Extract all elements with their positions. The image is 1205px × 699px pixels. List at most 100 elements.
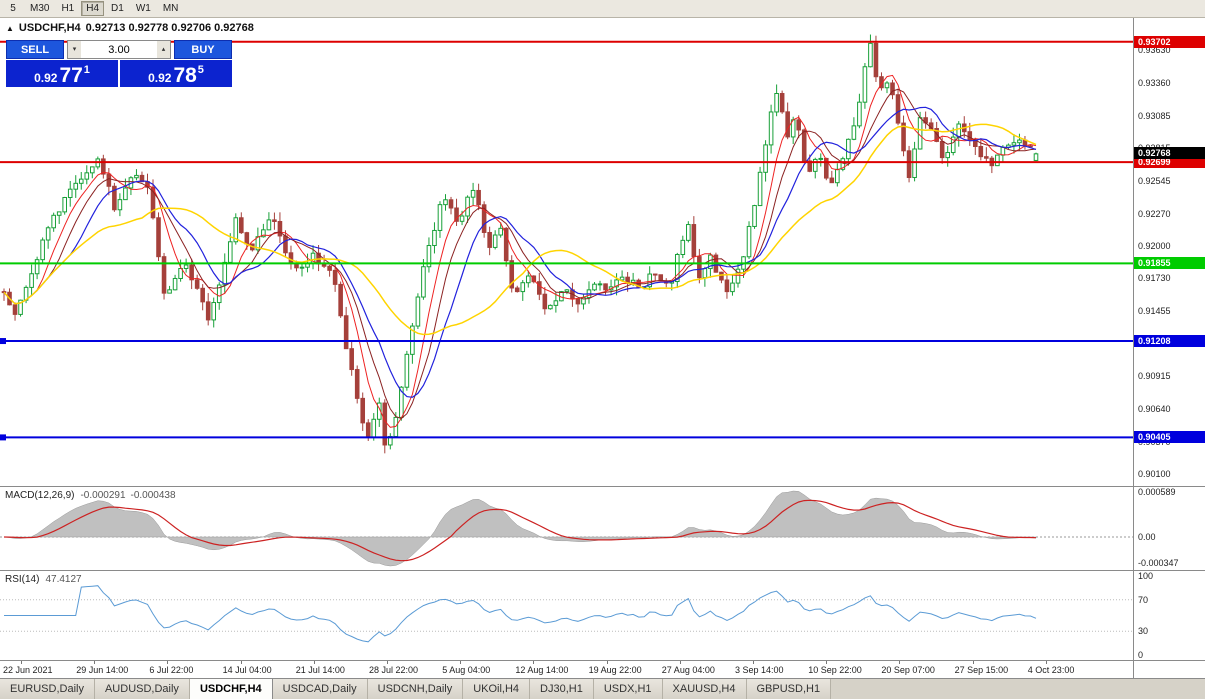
buy-price-display[interactable]: 0.92 78 5 [120, 60, 232, 87]
candle-body [597, 283, 603, 286]
candle-body [432, 229, 437, 247]
candle-body [785, 111, 790, 138]
price-axis-label: 0.92270 [1138, 208, 1171, 219]
rsi-indicator-panel[interactable]: RSI(14) 47.4127 [0, 571, 1133, 660]
candle-body [768, 111, 774, 146]
candle-body [89, 166, 95, 174]
candlestick-chart-canvas[interactable] [0, 18, 1133, 486]
panel-separator[interactable] [0, 570, 1205, 571]
candle-body [779, 93, 785, 113]
candle-body [112, 185, 117, 211]
sell-button[interactable]: SELL [6, 40, 64, 59]
timeframe-button-mn[interactable]: MN [158, 1, 184, 16]
price-chart-panel[interactable]: ▲ USDCHF,H4 0.92713 0.92778 0.92706 0.92… [0, 18, 1133, 486]
candle-body [211, 302, 217, 321]
lot-increase-button[interactable]: ▴ [157, 41, 170, 58]
candle-body [796, 119, 801, 131]
current-price-tag: 0.92768 [1134, 146, 1205, 159]
line-handle[interactable] [0, 338, 6, 345]
sell-price-display[interactable]: 0.92 77 1 [6, 60, 118, 87]
price-axis[interactable]: 0.936300.933600.930850.928150.925450.922… [1133, 18, 1205, 678]
candle-body [448, 199, 454, 209]
candle-body [266, 219, 272, 231]
time-axis-tick [826, 661, 828, 664]
candle-body [807, 160, 813, 172]
chart-tab-usdx-h1[interactable]: USDX,H1 [593, 679, 663, 699]
macd-histogram [3, 490, 1037, 567]
candle-body [774, 93, 779, 113]
timeframe-button-m30[interactable]: M30 [25, 1, 54, 16]
candle-body [895, 94, 901, 124]
candle-body [525, 275, 531, 284]
candle-body [934, 128, 939, 142]
candle-body [338, 283, 343, 317]
chart-tab-ukoil-h4[interactable]: UKOil,H4 [463, 679, 531, 699]
chart-tab-audusd-daily[interactable]: AUDUSD,Daily [94, 679, 190, 699]
panel-separator [0, 660, 1205, 661]
line-handle[interactable] [0, 434, 6, 441]
price-axis-label: 0.90100 [1138, 469, 1171, 479]
candle-body [40, 239, 45, 261]
rsi-label: RSI(14) 47.4127 [5, 574, 82, 585]
rsi-chart-canvas[interactable] [0, 571, 1133, 660]
price-tag-0.91208: 0.91208 [1134, 335, 1205, 348]
candle-body [465, 196, 470, 217]
buy-button[interactable]: BUY [174, 40, 232, 59]
time-axis[interactable]: 22 Jun 2021 29 Jun 14:00 6 Jul 22:00 14 Jul… [0, 661, 1133, 678]
time-axis-tick [94, 661, 96, 664]
candle-body [426, 245, 432, 268]
timeframe-button-d1[interactable]: D1 [106, 1, 129, 16]
macd-chart-canvas[interactable] [0, 487, 1133, 570]
lot-size-input[interactable] [81, 41, 157, 58]
candle-body [857, 101, 862, 127]
time-axis-label: 20 Sep 07:00 [881, 665, 935, 675]
time-axis-label: 4 Oct 23:00 [1027, 665, 1075, 675]
time-axis-tick [1045, 661, 1047, 664]
chart-tab-usdcnh-daily[interactable]: USDCNH,Daily [367, 679, 464, 699]
candle-body [697, 256, 702, 279]
candle-body [746, 225, 752, 258]
candle-body [873, 42, 879, 78]
candle-body [967, 131, 973, 141]
candle-body [222, 261, 228, 286]
chart-tab-usdchf-h4[interactable]: USDCHF,H4 [189, 679, 273, 699]
candle-body [117, 199, 123, 211]
chart-tab-xauusd-h4[interactable]: XAUUSD,H4 [662, 679, 747, 699]
time-axis-tick [972, 661, 974, 664]
lot-decrease-button[interactable]: ▾ [68, 41, 81, 58]
candle-body [178, 268, 183, 279]
candle-body [101, 158, 106, 175]
panel-separator[interactable] [0, 486, 1205, 487]
candle-body [906, 150, 912, 179]
price-axis-label: 0.92000 [1138, 241, 1171, 251]
candle-body [29, 273, 34, 288]
price-axis-label: 0.93630 [1138, 45, 1171, 56]
candle-body [78, 178, 84, 184]
candle-body [56, 211, 62, 216]
timeframe-button-5[interactable]: 5 [3, 1, 23, 16]
candle-body [851, 125, 857, 140]
price-up-icon: ▲ [6, 23, 14, 33]
candle-body [498, 227, 503, 236]
candle-body [890, 82, 895, 96]
sell-price-pips: 77 [59, 64, 83, 88]
chart-tab-gbpusd-h1[interactable]: GBPUSD,H1 [746, 679, 832, 699]
candle-body [537, 281, 542, 295]
candle-body [481, 204, 487, 233]
candle-body [365, 422, 371, 438]
candle-body [244, 232, 250, 245]
time-axis-label: 14 Jul 04:00 [222, 665, 272, 675]
timeframe-button-h1[interactable]: H1 [56, 1, 79, 16]
chart-tab-usdcad-daily[interactable]: USDCAD,Daily [272, 679, 368, 699]
candle-body [509, 260, 515, 289]
timeframe-button-h4[interactable]: H4 [81, 1, 105, 16]
macd-indicator-panel[interactable]: MACD(12,26,9) -0.000291 -0.000438 [0, 487, 1133, 570]
chart-tab-eurusd-daily[interactable]: EURUSD,Daily [0, 679, 95, 699]
time-axis-label: 29 Jun 14:00 [76, 665, 129, 675]
timeframe-button-w1[interactable]: W1 [131, 1, 156, 16]
candle-body [647, 273, 652, 288]
candle-body [514, 287, 520, 293]
chart-tab-dj30-h1[interactable]: DJ30,H1 [530, 679, 594, 699]
price-axis-label: 0.90640 [1138, 404, 1171, 415]
candle-body [84, 172, 90, 180]
